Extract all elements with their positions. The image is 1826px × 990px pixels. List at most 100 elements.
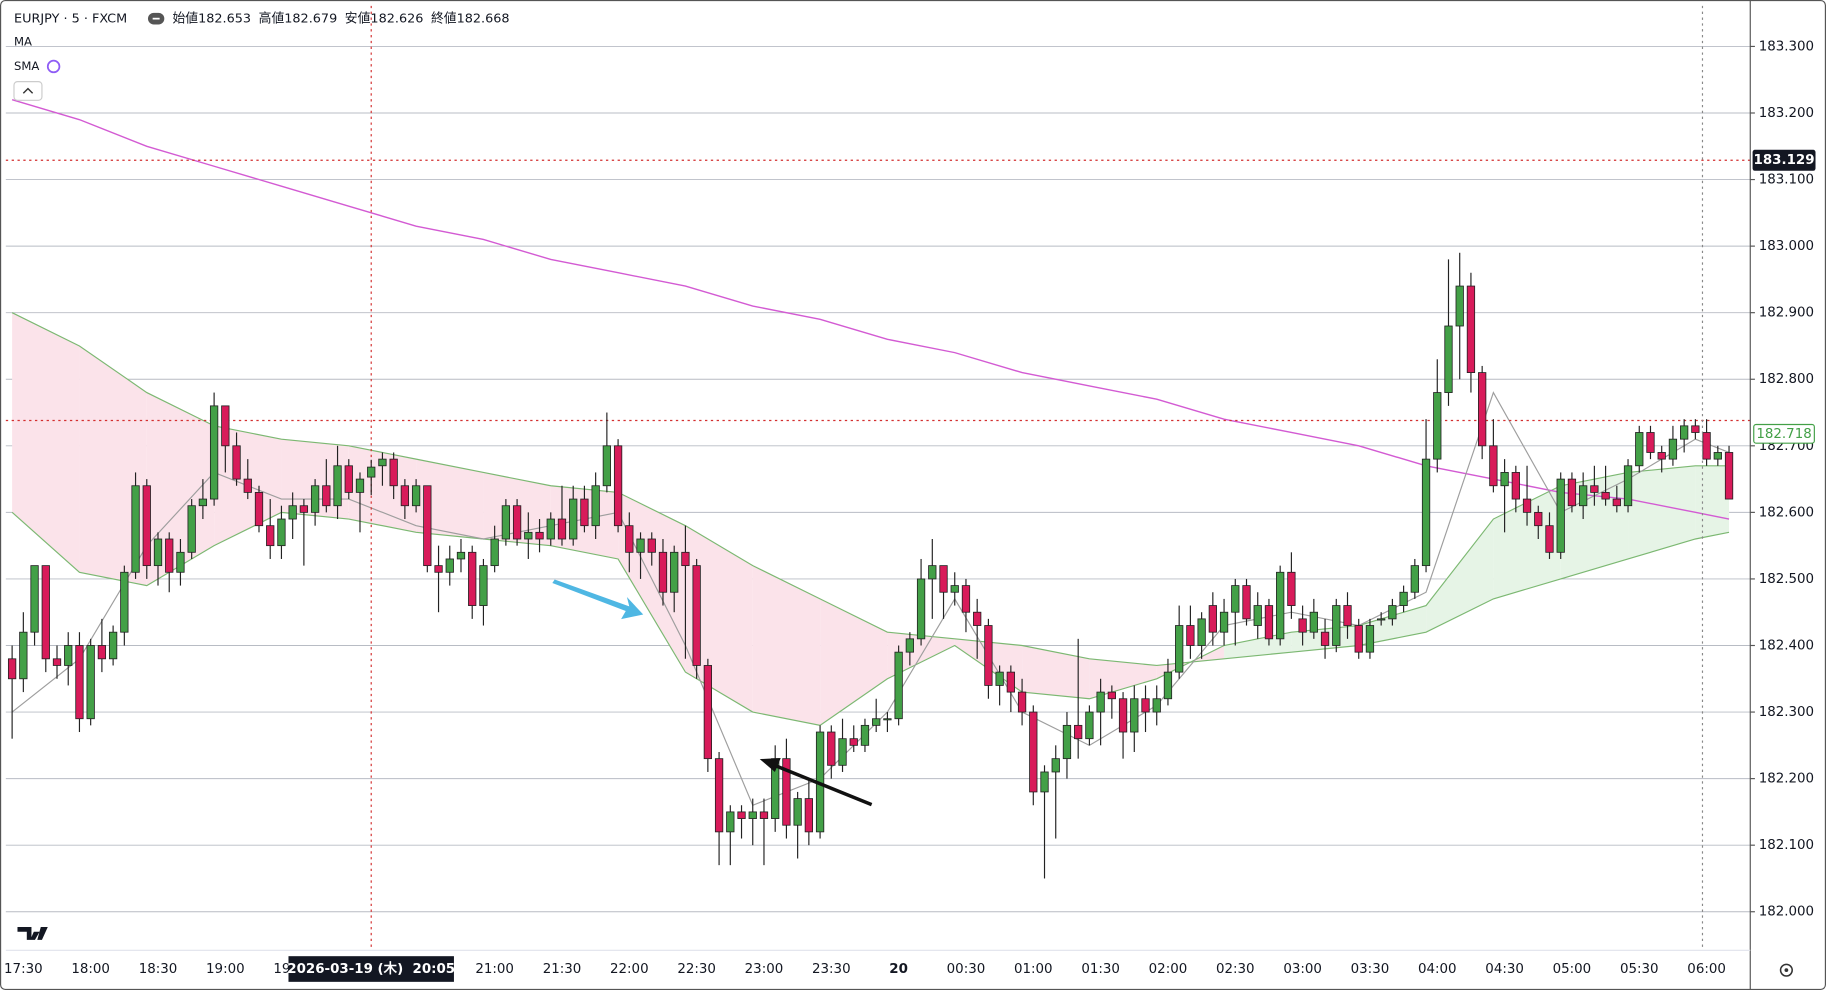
candle-body [490,538,499,567]
candle-body [905,638,914,653]
overlay: EURJPY · 5 · FXCM 始値182.653 高値182.679 安値… [4,0,1816,990]
cloud-fill [618,492,686,673]
candle-body [1377,618,1386,621]
candle-body [1556,478,1565,553]
candle-body [209,405,219,500]
candle-body [1579,485,1588,507]
candle-body [400,485,410,507]
y-tick-label: 183.000 [1759,239,1814,254]
blue-arrow [552,579,644,620]
y-tick-label: 182.000 [1759,905,1814,920]
cloud-fill [1224,632,1292,659]
candle-body [1354,625,1363,653]
ohlc-label: 安値 [345,10,371,26]
y-tick-label: 182.100 [1759,838,1814,853]
ohlc-value: 182.679 [284,11,337,26]
candle-body [1466,285,1476,373]
indicator-label[interactable]: MA [14,34,32,48]
candle-body [1118,698,1128,733]
y-tick-label: 182.200 [1759,772,1814,787]
candle-body [131,485,140,573]
candle-body [714,758,724,833]
candle-body [198,498,208,507]
crosshair-price-box [1752,149,1816,171]
last-price-box [1753,423,1815,444]
x-tick-label: 03:00 [1283,962,1322,977]
collapse-button[interactable] [13,81,43,101]
x-tick-label: 03:30 [1351,962,1390,977]
candle-body [434,565,443,573]
settings-icon[interactable] [1779,963,1793,977]
cloud-fill [416,459,484,539]
candle-body [1276,571,1285,640]
candle-body [984,625,993,686]
plot-base [5,5,1751,951]
candle-body [19,631,28,680]
candle-body [759,811,769,819]
candle-body [1433,392,1442,460]
candle-body [1332,605,1341,646]
candle-body [501,505,511,540]
cloud-fill [1022,645,1090,699]
candle-body [1511,472,1520,500]
candle-body [973,611,982,626]
candle-body [1489,445,1498,487]
x-tick-label: 06:00 [1687,962,1726,977]
cloud-fill [1560,472,1629,579]
candle-body [187,505,196,553]
candle-body [1657,452,1666,460]
candle-body [1062,724,1072,760]
candle-body [120,571,129,633]
candle-body [636,538,645,553]
cloud-fill [685,525,753,713]
candle-body [1680,425,1689,440]
candle-body [1264,605,1274,640]
candle-body [333,465,342,507]
ohlc-label: 高値 [259,10,285,26]
x-tick-label: 05:30 [1620,962,1659,977]
candle-body [254,491,264,527]
indicator-label[interactable]: SMA [14,59,39,73]
x-tick-label: 22:00 [610,962,649,977]
candle-body [1017,691,1027,713]
y-tick-label: 182.500 [1759,572,1814,587]
candle-body [1040,771,1049,793]
candle-body [1208,605,1217,633]
candle-body [1702,432,1711,460]
tradingview-logo[interactable] [17,927,48,940]
x-tick-label: 18:30 [139,962,178,977]
candle-body [1141,698,1150,713]
candle-body [995,671,1004,686]
candle-body [1590,485,1599,493]
collapse-icon [22,87,34,94]
candle-body [1343,605,1352,626]
black-arrow-shaft [773,763,873,807]
candle-body [569,498,578,540]
candle-body [1567,478,1577,507]
candle-body [310,485,320,513]
candle-body [883,718,892,721]
x-tick-label: 21:30 [543,962,582,977]
candle-body [916,578,926,640]
candle-body [546,518,555,540]
candle-body [1309,611,1318,633]
cloud-fill [820,598,888,726]
candle-body [176,551,185,573]
x-tick-label: 17:30 [4,962,43,977]
candle-body [232,445,241,480]
candle-body [838,738,847,766]
candle-body [1051,758,1060,773]
x-tick-label: 18:00 [71,962,110,977]
candle-body [1668,438,1678,460]
cloud-fill [1628,465,1696,559]
candle-body [1500,472,1509,487]
candle-body [153,538,163,567]
candle-body [1085,711,1094,740]
x-tick-label: 00:30 [947,962,986,977]
candle-body [602,445,612,487]
candle-body [1107,691,1116,700]
candle-body [625,525,634,553]
crosshair-price-label: 183.129 [1754,153,1815,168]
candle-body [670,551,679,593]
